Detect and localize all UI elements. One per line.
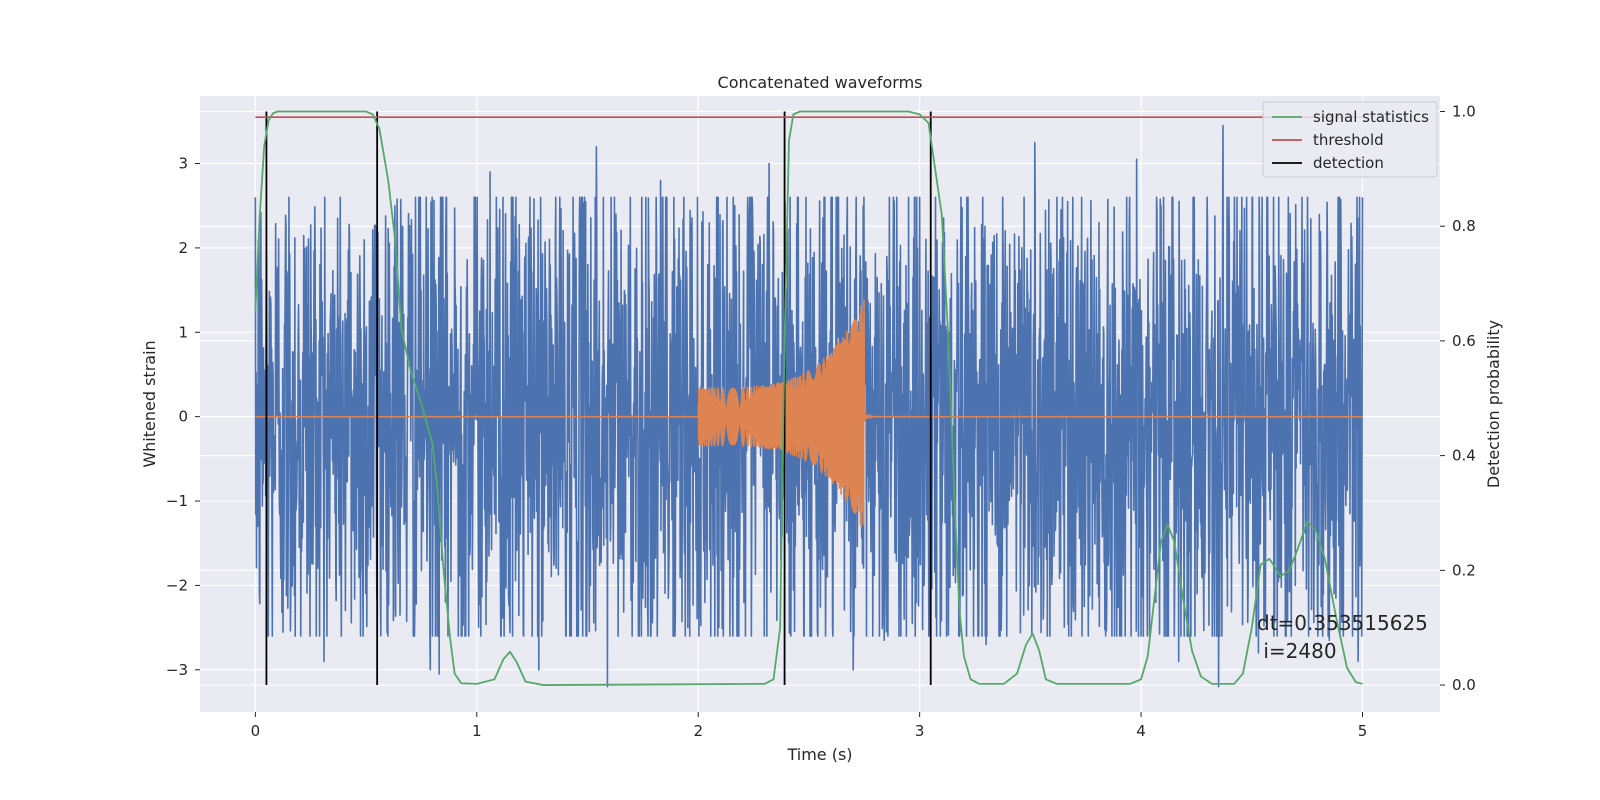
strain-line xyxy=(254,124,1364,688)
x-tick-label-4: 4 xyxy=(1136,722,1146,740)
waveform-line xyxy=(255,300,1363,528)
x-tick-label-1: 1 xyxy=(472,722,482,740)
annotation-dt: dt=0.353515625 xyxy=(1257,611,1428,635)
chart-title: Concatenated waveforms xyxy=(718,73,923,92)
legend-label-detection: detection xyxy=(1313,154,1384,172)
y2-tick-label-2: 0.6 xyxy=(1452,332,1476,350)
x-tick-label-2: 2 xyxy=(693,722,703,740)
strain-series xyxy=(254,124,1364,688)
y-tick-label-6: −3 xyxy=(166,661,188,679)
legend-box xyxy=(1262,101,1438,178)
y2-tick-label-5: 0.0 xyxy=(1452,676,1476,694)
legend-label-signal-statistics: signal statistics xyxy=(1313,108,1429,126)
y2-axis-label: Detection probability xyxy=(1484,320,1503,488)
y-tick-label-1: 2 xyxy=(178,239,188,257)
x-tick-label-0: 0 xyxy=(251,722,261,740)
y2-tick-label-3: 0.4 xyxy=(1452,447,1476,465)
y2-tick-label-0: 1.0 xyxy=(1452,102,1476,120)
y-axis-ticks: 3 2 1 0 −1 −2 −3 xyxy=(166,155,200,679)
y2-tick-label-1: 0.8 xyxy=(1452,217,1476,235)
legend-label-threshold: threshold xyxy=(1313,131,1384,149)
x-tick-label-3: 3 xyxy=(915,722,925,740)
x-tick-label-5: 5 xyxy=(1358,722,1368,740)
y-tick-label-3: 0 xyxy=(178,408,188,426)
signal-statistics-series xyxy=(254,110,1363,686)
y2-tick-label-4: 0.2 xyxy=(1452,561,1476,579)
y-tick-label-4: −1 xyxy=(166,492,188,510)
y-tick-label-5: −2 xyxy=(166,576,188,594)
signal-statistics-line xyxy=(254,110,1363,686)
y2-axis-ticks: 1.0 0.8 0.6 0.4 0.2 0.0 xyxy=(1440,102,1476,694)
y-axis-label: Whitened strain xyxy=(140,340,159,467)
x-axis-ticks: 0 1 2 3 4 5 xyxy=(251,712,1368,740)
y-tick-label-2: 1 xyxy=(178,323,188,341)
x-axis-label: Time (s) xyxy=(786,745,852,764)
annotation-index: i=2480 xyxy=(1257,639,1337,663)
y-tick-label-0: 3 xyxy=(178,155,188,173)
legend: signal statistics threshold detection xyxy=(1262,101,1438,178)
waveform-series xyxy=(255,300,1363,528)
